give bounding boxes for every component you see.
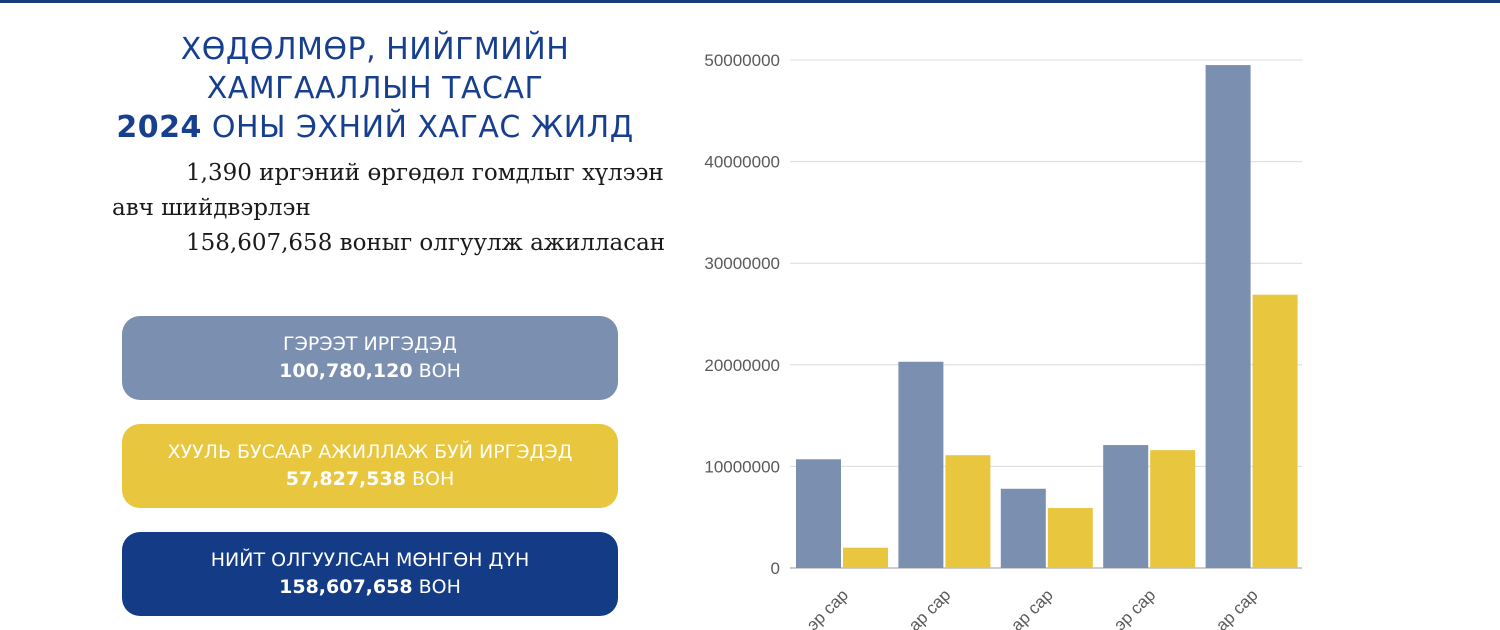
bar: [898, 361, 944, 568]
y-tick-label: 10000000: [704, 457, 780, 476]
contract-workers-card: ГЭРЭЭТ ИРГЭДЭД 100,780,120 ВОН: [122, 316, 618, 400]
title-line-1: ХӨДӨЛМӨР, НИЙГМИЙН: [180, 32, 570, 67]
bar: [1252, 294, 1298, 568]
summary-text: 1,390 иргэний өргөдөл гомдлыг хүлээн авч…: [112, 156, 672, 261]
summary-line-2: 158,607,658 воныг олгуулж ажилласан: [186, 230, 666, 256]
x-tick-label: ...ар сар: [895, 585, 955, 630]
card-value: 57,827,538 ВОН: [122, 466, 618, 493]
total-amount-card: НИЙТ ОЛГУУЛСАН МӨНГӨН ДҮН 158,607,658 ВО…: [122, 532, 618, 616]
title-year: 2024: [116, 110, 202, 145]
bar-chart: 0 10000000 20000000 30000000 40000000 5000000…: [704, 51, 1302, 630]
title-line-3: 2024 ОНЫ ЭХНИЙ ХАГАС ЖИЛД: [40, 108, 710, 147]
y-tick-label: 20000000: [704, 356, 780, 375]
card-unit: ВОН: [412, 576, 461, 598]
page-title: ХӨДӨЛМӨР, НИЙГМИЙН ХАМГААЛЛЫН ТАСАГ 2024…: [40, 30, 710, 147]
card-amount: 57,827,538: [285, 468, 406, 490]
title-line-3-rest: ОНЫ ЭХНИЙ ХАГАС ЖИЛД: [201, 110, 634, 145]
bar: [1103, 445, 1149, 568]
card-amount: 100,780,120: [279, 360, 413, 382]
x-tick-label: ...ар сар: [1202, 585, 1262, 630]
card-value: 158,607,658 ВОН: [122, 574, 618, 601]
top-rule: [0, 0, 1500, 3]
illegal-workers-card: ХУУЛЬ БУСААР АЖИЛЛАЖ БУЙ ИРГЭДЭД 57,827,…: [122, 424, 618, 508]
y-tick-label: 30000000: [704, 254, 780, 273]
card-value: 100,780,120 ВОН: [122, 358, 618, 385]
y-tick-label: 50000000: [704, 51, 780, 70]
y-tick-label: 40000000: [704, 153, 780, 172]
card-label: ХУУЛЬ БУСААР АЖИЛЛАЖ БУЙ ИРГЭДЭД: [167, 441, 573, 463]
bar: [945, 455, 991, 568]
bar: [1205, 65, 1251, 568]
bar: [1047, 508, 1093, 568]
bar: [843, 547, 888, 568]
title-line-2: ХАМГААЛЛЫН ТАСАГ: [206, 71, 544, 106]
x-tick-label: ...эр сар: [793, 585, 852, 630]
card-label: НИЙТ ОЛГУУЛСАН МӨНГӨН ДҮН: [210, 549, 530, 571]
card-label: ГЭРЭЭТ ИРГЭДЭД: [283, 333, 457, 355]
x-tick-label: ...эр сар: [1100, 585, 1159, 630]
summary-line-1: 1,390 иргэний өргөдөл гомдлыг хүлээн авч…: [112, 160, 664, 221]
x-tick-label: ...ар сар: [997, 585, 1057, 630]
bar: [1000, 488, 1046, 568]
card-amount: 158,607,658: [279, 576, 413, 598]
y-tick-label: 0: [771, 559, 780, 578]
card-unit: ВОН: [405, 468, 455, 490]
bar: [796, 459, 841, 568]
bar: [1150, 450, 1196, 568]
card-unit: ВОН: [412, 360, 461, 382]
